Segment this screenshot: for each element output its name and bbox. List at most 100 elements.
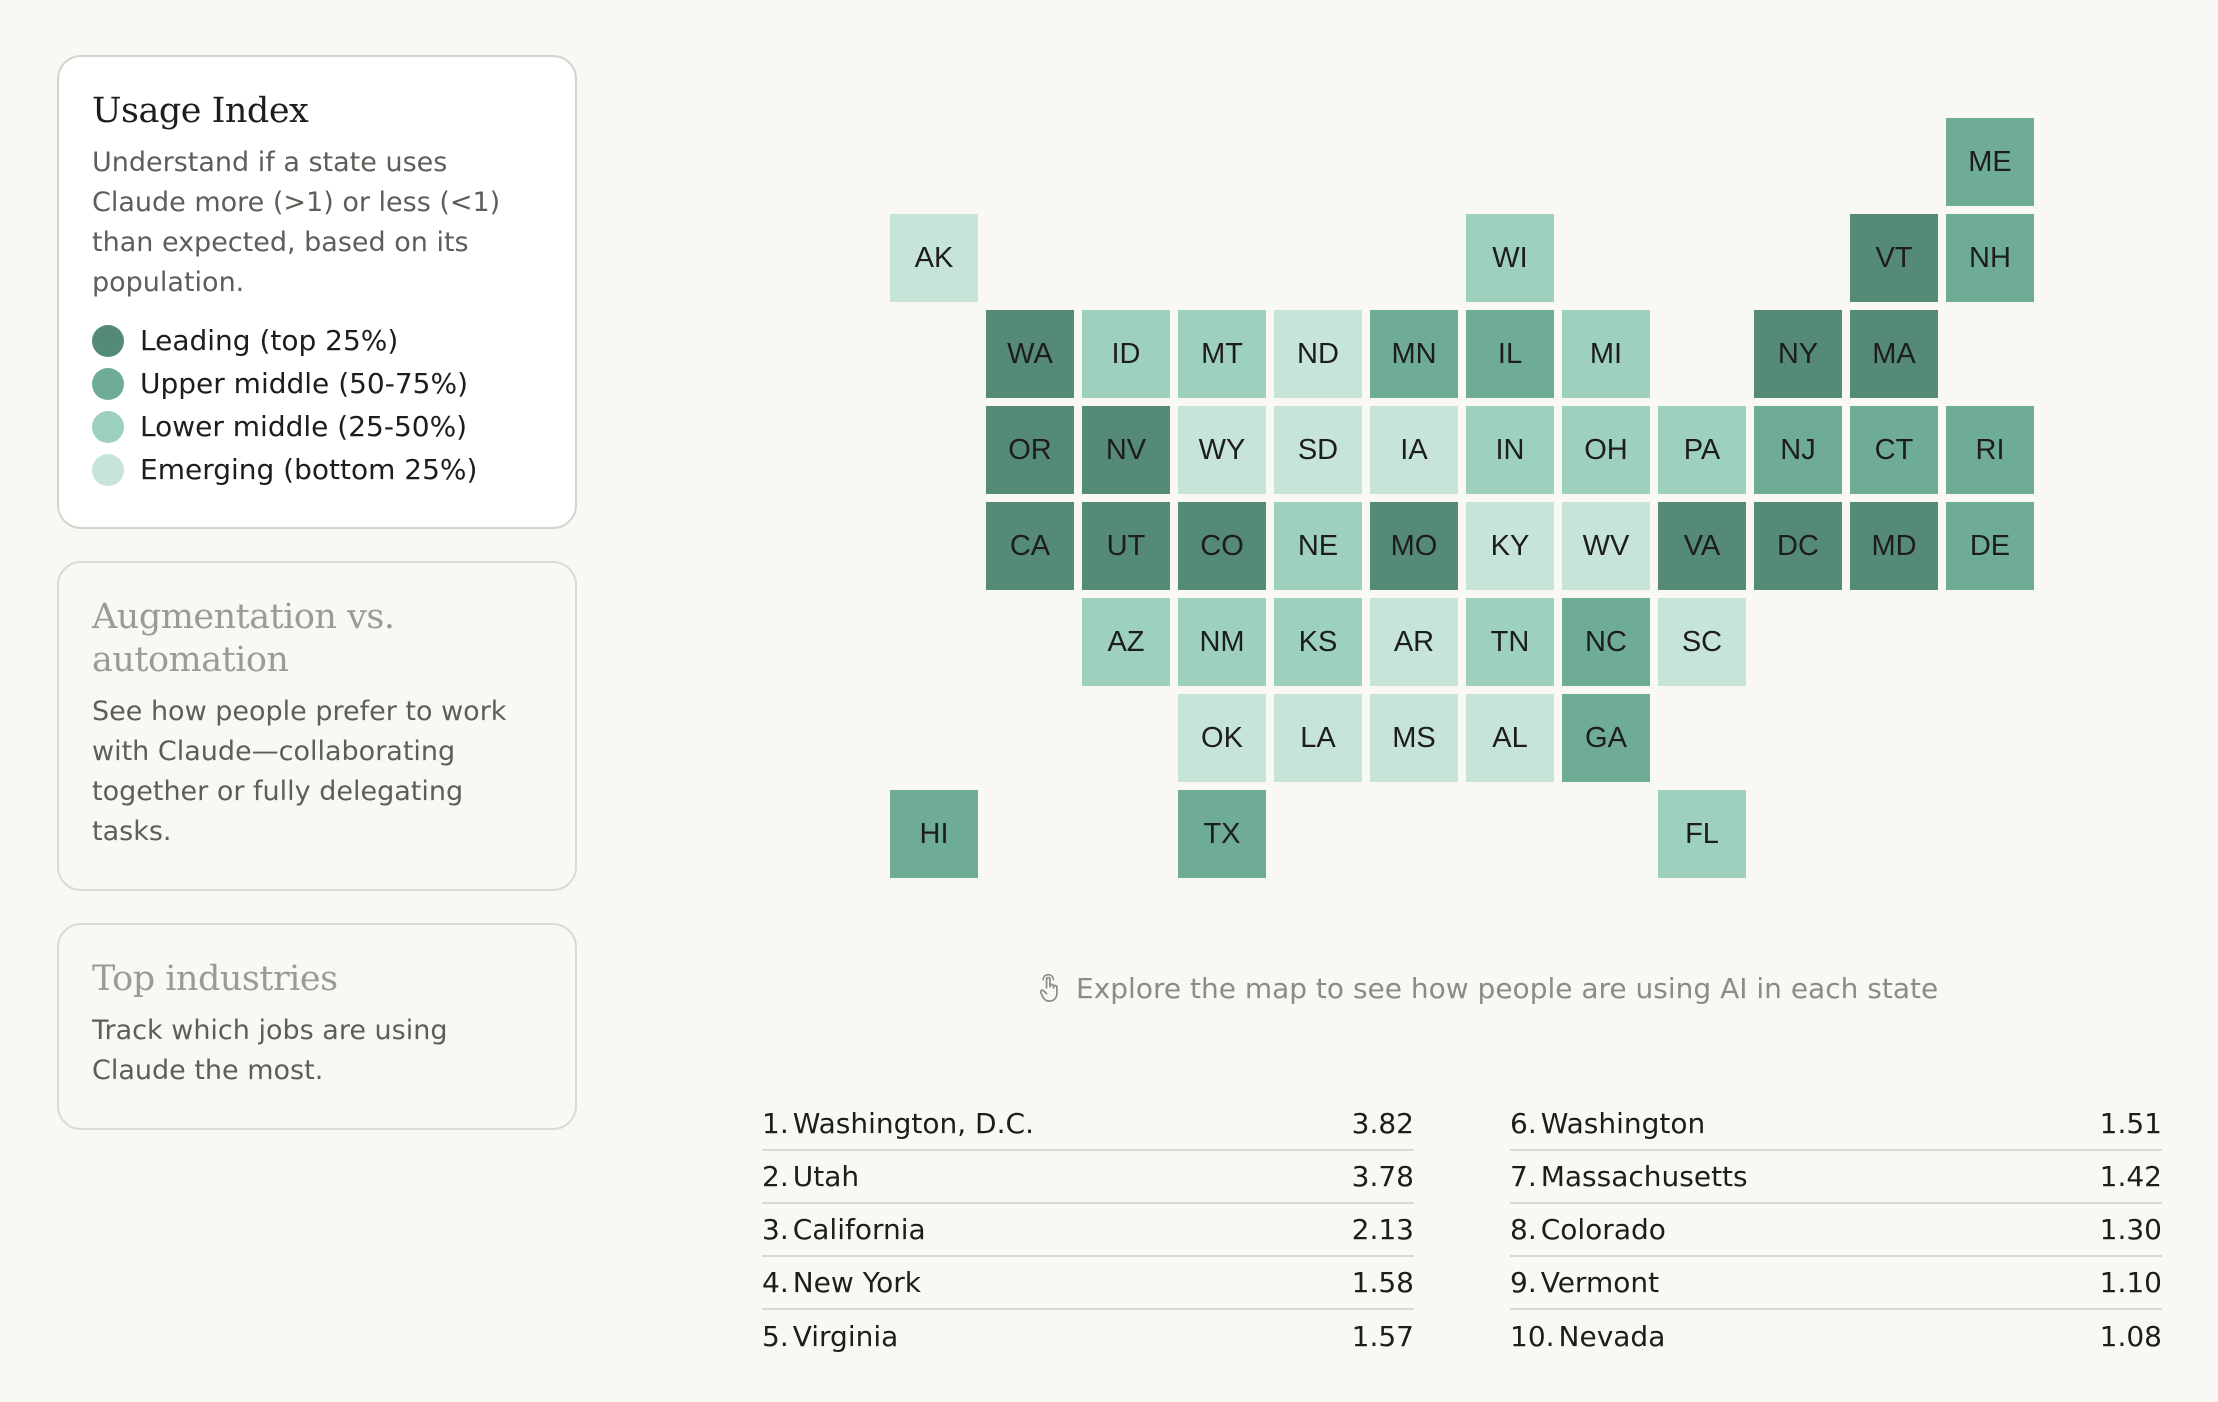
- state-tile-or[interactable]: OR: [986, 406, 1074, 494]
- state-tile-ok[interactable]: OK: [1178, 694, 1266, 782]
- state-tile-ks[interactable]: KS: [1274, 598, 1362, 686]
- state-tile-sc[interactable]: SC: [1658, 598, 1746, 686]
- map-hint: Explore the map to see how people are us…: [1036, 972, 1938, 1005]
- state-tile-nh[interactable]: NH: [1946, 214, 2034, 302]
- state-tile-sd[interactable]: SD: [1274, 406, 1362, 494]
- ranking-state: Colorado: [1540, 1213, 1666, 1246]
- state-tile-dc[interactable]: DC: [1754, 502, 1842, 590]
- state-tile-ny[interactable]: NY: [1754, 310, 1842, 398]
- ranking-state: Washington, D.C.: [792, 1107, 1034, 1140]
- state-tile-mo[interactable]: MO: [1370, 502, 1458, 590]
- ranking-state: New York: [792, 1266, 921, 1299]
- ranking-value: 1.57: [1351, 1320, 1414, 1353]
- ranking-number: 5.: [762, 1320, 789, 1353]
- ranking-number: 4.: [762, 1266, 789, 1299]
- ranking-row[interactable]: 1. Washington, D.C. 3.82: [762, 1098, 1414, 1151]
- state-tile-ca[interactable]: CA: [986, 502, 1074, 590]
- ranking-number: 10.: [1510, 1320, 1555, 1353]
- state-tile-wa[interactable]: WA: [986, 310, 1074, 398]
- state-tile-az[interactable]: AZ: [1082, 598, 1170, 686]
- legend-label: Emerging (bottom 25%): [140, 453, 478, 486]
- state-tile-va[interactable]: VA: [1658, 502, 1746, 590]
- usage-index-title: Usage Index: [92, 91, 309, 131]
- ranking-value: 3.82: [1351, 1107, 1414, 1140]
- state-tile-co[interactable]: CO: [1178, 502, 1266, 590]
- ranking-row[interactable]: 3. California 2.13: [762, 1204, 1414, 1257]
- legend-label: Lower middle (25-50%): [140, 410, 468, 443]
- ranking-name-group: 8. Colorado: [1510, 1213, 1666, 1246]
- state-tile-md[interactable]: MD: [1850, 502, 1938, 590]
- ranking-row[interactable]: 9. Vermont 1.10: [1510, 1257, 2162, 1310]
- state-tile-ia[interactable]: IA: [1370, 406, 1458, 494]
- ranking-row[interactable]: 6. Washington 1.51: [1510, 1098, 2162, 1151]
- augmentation-card[interactable]: Augmentation vs. automation See how peop…: [57, 561, 577, 891]
- top-industries-title: Top industries: [92, 959, 338, 999]
- state-tile-ut[interactable]: UT: [1082, 502, 1170, 590]
- state-tile-ga[interactable]: GA: [1562, 694, 1650, 782]
- state-tile-ky[interactable]: KY: [1466, 502, 1554, 590]
- ranking-name-group: 2. Utah: [762, 1160, 859, 1193]
- state-tile-ct[interactable]: CT: [1850, 406, 1938, 494]
- state-tile-nj[interactable]: NJ: [1754, 406, 1842, 494]
- ranking-name-group: 3. California: [762, 1213, 926, 1246]
- state-tile-ak[interactable]: AK: [890, 214, 978, 302]
- pointer-hand-icon: [1039, 973, 1058, 1002]
- state-tile-hi[interactable]: HI: [890, 790, 978, 878]
- ranking-state: Washington: [1540, 1107, 1706, 1140]
- ranking-name-group: 6. Washington: [1510, 1107, 1705, 1140]
- state-tile-tn[interactable]: TN: [1466, 598, 1554, 686]
- ranking-row[interactable]: 5. Virginia 1.57: [762, 1310, 1414, 1363]
- state-tile-nc[interactable]: NC: [1562, 598, 1650, 686]
- ranking-number: 3.: [762, 1213, 789, 1246]
- legend-dot-upper-middle: [92, 367, 124, 400]
- state-tile-me[interactable]: ME: [1946, 118, 2034, 206]
- state-tile-ms[interactable]: MS: [1370, 694, 1458, 782]
- ranking-value: 1.42: [2099, 1160, 2162, 1193]
- state-tile-wv[interactable]: WV: [1562, 502, 1650, 590]
- state-tile-fl[interactable]: FL: [1658, 790, 1746, 878]
- ranking-row[interactable]: 7. Massachusetts 1.42: [1510, 1151, 2162, 1204]
- state-tile-ar[interactable]: AR: [1370, 598, 1458, 686]
- state-tile-mn[interactable]: MN: [1370, 310, 1458, 398]
- legend-item-upper-middle: Upper middle (50-75%): [92, 362, 542, 405]
- top-industries-card[interactable]: Top industries Track which jobs are usin…: [57, 923, 577, 1130]
- state-tile-tx[interactable]: TX: [1178, 790, 1266, 878]
- state-tile-ne[interactable]: NE: [1274, 502, 1362, 590]
- legend-dot-lower-middle: [92, 410, 124, 443]
- state-tile-il[interactable]: IL: [1466, 310, 1554, 398]
- ranking-name-group: 10. Nevada: [1510, 1320, 1665, 1353]
- ranking-value: 1.30: [2099, 1213, 2162, 1246]
- ranking-row[interactable]: 4. New York 1.58: [762, 1257, 1414, 1310]
- state-tile-nd[interactable]: ND: [1274, 310, 1362, 398]
- legend-item-lower-middle: Lower middle (25-50%): [92, 405, 542, 448]
- ranking-row[interactable]: 8. Colorado 1.30: [1510, 1204, 2162, 1257]
- state-tile-la[interactable]: LA: [1274, 694, 1362, 782]
- state-tile-ma[interactable]: MA: [1850, 310, 1938, 398]
- state-tile-oh[interactable]: OH: [1562, 406, 1650, 494]
- legend-label: Leading (top 25%): [140, 324, 399, 357]
- ranking-value: 1.51: [2099, 1107, 2162, 1140]
- usage-index-description: Understand if a state uses Claude more (…: [92, 147, 501, 298]
- state-tile-wi[interactable]: WI: [1466, 214, 1554, 302]
- ranking-number: 8.: [1510, 1213, 1537, 1246]
- state-tile-nv[interactable]: NV: [1082, 406, 1170, 494]
- augmentation-description: See how people prefer to work with Claud…: [92, 696, 507, 847]
- ranking-name-group: 1. Washington, D.C.: [762, 1107, 1034, 1140]
- state-tile-al[interactable]: AL: [1466, 694, 1554, 782]
- legend-item-leading: Leading (top 25%): [92, 319, 542, 362]
- state-tile-vt[interactable]: VT: [1850, 214, 1938, 302]
- state-tile-de[interactable]: DE: [1946, 502, 2034, 590]
- state-tile-mt[interactable]: MT: [1178, 310, 1266, 398]
- state-tile-in[interactable]: IN: [1466, 406, 1554, 494]
- usage-index-card[interactable]: Usage Index Understand if a state uses C…: [57, 55, 577, 529]
- ranking-row[interactable]: 2. Utah 3.78: [762, 1151, 1414, 1204]
- state-tile-ri[interactable]: RI: [1946, 406, 2034, 494]
- state-tile-nm[interactable]: NM: [1178, 598, 1266, 686]
- state-tile-id[interactable]: ID: [1082, 310, 1170, 398]
- legend-item-emerging: Emerging (bottom 25%): [92, 448, 542, 491]
- state-tile-wy[interactable]: WY: [1178, 406, 1266, 494]
- state-tile-mi[interactable]: MI: [1562, 310, 1650, 398]
- ranking-row[interactable]: 10. Nevada 1.08: [1510, 1310, 2162, 1363]
- ranking-state: Vermont: [1540, 1266, 1660, 1299]
- state-tile-pa[interactable]: PA: [1658, 406, 1746, 494]
